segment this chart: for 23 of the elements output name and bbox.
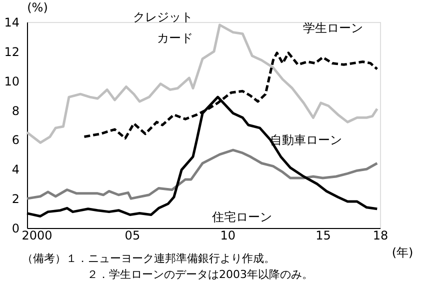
x-axis-title: (年) [392,246,414,260]
y-tick-label: 10 [4,74,20,88]
y-tick-label: 12 [4,44,20,59]
y-axis-title: (%) [27,0,48,14]
line-series [26,24,378,144]
y-tick-label: 14 [4,16,20,30]
x-tick-label: 2000 [22,228,52,242]
x-tick-label: 15 [316,228,331,242]
y-tick-label: 8 [12,104,20,118]
annotation: 学生ローン [303,21,363,35]
y-tick-label: 2 [12,192,20,206]
y-tick-label: 0 [12,222,20,236]
text: （備考）１．ニューヨーク連邦準備銀行より作成。 [22,252,275,265]
annotation: 住宅ローン [211,210,272,224]
line-series [26,148,378,200]
y-tick-label: 6 [12,133,20,148]
x-tick-label: 05 [124,228,140,242]
y-tick-label: 4 [12,162,20,177]
x-tick-label: 18 [372,228,388,242]
x-tick-label: 10 [220,228,236,242]
annotation: クレジット [133,10,193,24]
annotation: カード [157,31,193,45]
text: ２．学生ローンのデータは2003年以降のみ。 [87,268,313,281]
